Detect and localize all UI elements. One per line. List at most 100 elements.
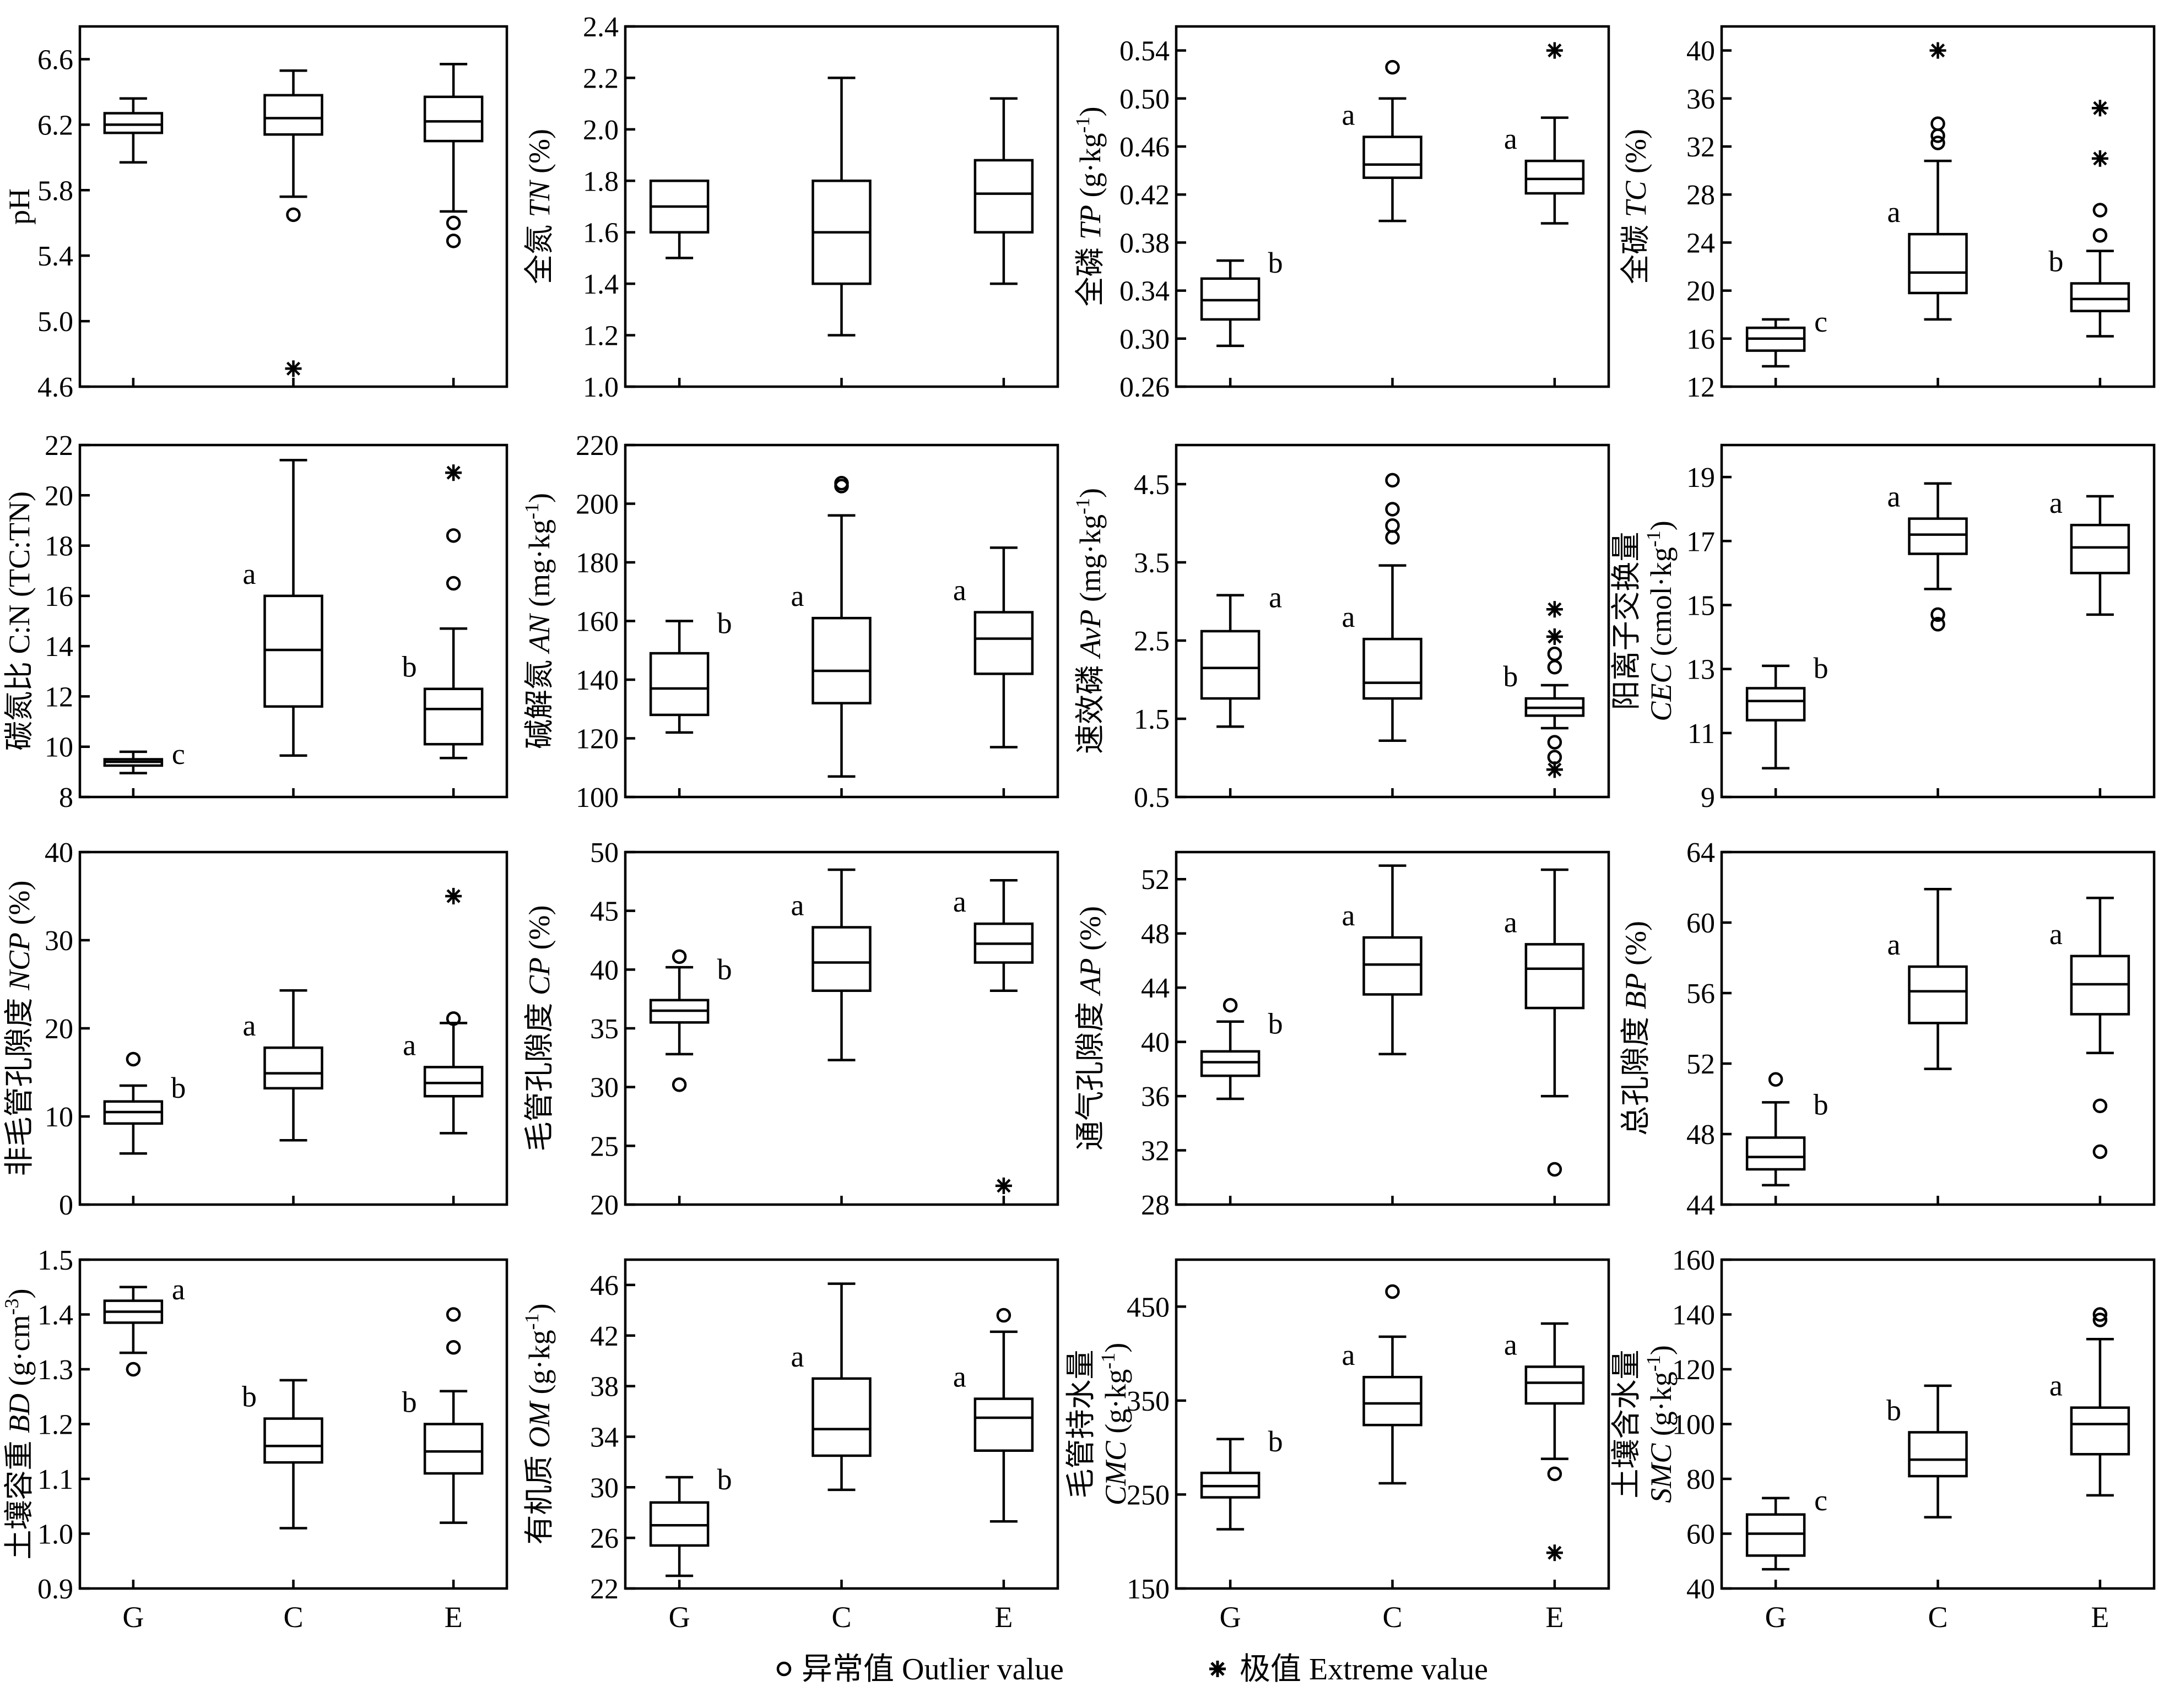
panel-CN: 8 10 12 14 16 18 20 22 碳氮比 C:N (TC:TN) c a b [3,430,509,814]
y-tick-label: 52 [1141,864,1170,896]
iqr-box [1908,1431,1968,1478]
iqr-box [649,652,710,717]
significance-letter: b [717,1463,732,1496]
iqr-box [1200,630,1261,700]
y-tick-label: 1.2 [37,1409,73,1441]
y-axis-title-line2: CEC (cmol·kg-1) [1642,520,1678,721]
y-tick-label: 12 [45,681,73,713]
y-tick-label: 19 [1686,462,1715,494]
y-tick-label: 120 [1672,1354,1715,1386]
x-tick-label: G [1220,1601,1241,1634]
panel-TN: 1.0 1.2 1.4 1.6 1.8 2.0 2.2 2.4 全氮 TN (%) [523,12,1059,403]
significance-letter: a [403,1028,416,1061]
y-tick-label: 28 [1686,180,1715,211]
y-tick-label: 0.9 [37,1574,73,1605]
outlier-point [1547,646,1562,661]
extreme-point [1546,601,1563,618]
box-C [263,1379,323,1530]
y-tick-label: 20 [45,1013,73,1045]
significance-letter: a [1342,600,1355,633]
panel-AN: 100 120 140 160 180 200 220 碱解氮 AN (mg·kg-1) b a a [521,430,1059,814]
y-tick-label: 44 [1141,973,1170,1004]
y-tick-label: 0.50 [1119,84,1170,115]
box-G [1200,259,1261,348]
outlier-point [446,576,461,591]
y-tick-label: 40 [1141,1027,1170,1059]
iqr-box [1362,637,1422,700]
significance-letter: a [953,885,966,918]
y-axis-title: 毛管孔隙度 CP (%) [523,905,556,1152]
y-tick-label: 2.4 [583,12,619,43]
y-tick-label: 100 [1672,1409,1715,1441]
box-E [973,546,1034,749]
x-tick-label: C [831,1601,851,1634]
iqr-box [1362,135,1422,179]
significance-letter: b [717,607,732,640]
significance-letter: a [791,889,804,922]
y-axis-title: 土壤含水量 [1610,1350,1643,1499]
outlier-point [996,1308,1011,1323]
box-C [812,77,872,337]
y-tick-label: 60 [1686,1519,1715,1550]
y-axis-title: 速效磷 AvP (mg·kg-1) [1072,488,1107,754]
outlier-point [672,1077,687,1092]
box-E [2070,1307,2130,1497]
iqr-box [103,112,164,134]
box-E [2070,495,2130,616]
significance-letter: c [1814,305,1827,338]
outlier-point [286,207,301,223]
iqr-box [1745,687,1806,722]
y-tick-label: 32 [1141,1136,1170,1167]
y-tick-label: 1.2 [583,321,619,352]
y-tick-label: 200 [576,489,619,520]
box-C [1908,887,1968,1070]
y-tick-label: 40 [45,837,73,869]
y-axis-title: 毛管持水量 [1064,1350,1097,1499]
x-tick-label: E [994,1601,1013,1634]
box-C [1908,1384,1968,1519]
outlier-point [1930,135,1945,150]
y-tick-label: 350 [1127,1386,1170,1417]
x-tick-label: G [669,1601,690,1634]
y-tick-label: 52 [1686,1049,1715,1080]
box-C [1362,1284,1422,1485]
box-E [973,97,1034,285]
y-tick-label: 12 [1686,372,1715,403]
box-E [2070,896,2130,1159]
outlier-point [1385,59,1400,75]
y-axis-title: 非毛管孔隙度 NCP (%) [3,881,36,1176]
y-tick-label: 22 [45,430,73,462]
box-G [649,1476,710,1577]
y-tick-label: 1.3 [37,1354,73,1386]
y-tick-label: 9 [1701,782,1715,814]
y-tick-label: 18 [45,531,73,562]
box-G [103,97,164,164]
panel-AP: 28 32 36 40 44 48 52 通气孔隙度 AP (%) b a a [1074,850,1610,1221]
outlier-legend-label: 异常值 Outlier value [802,1652,1064,1687]
x-tick-label: C [1928,1601,1948,1634]
y-axis-title: pH [3,188,36,225]
extreme-point [1546,42,1563,59]
significance-letter: b [242,1380,257,1413]
outlier-point [126,1362,141,1377]
iqr-box [1362,1375,1422,1427]
box-E [1524,1322,1585,1561]
iqr-box [973,159,1034,234]
y-tick-label: 0.54 [1119,36,1170,67]
box-C [263,459,323,757]
outlier-point [1768,1072,1783,1087]
box-C [1908,42,1968,321]
y-tick-label: 80 [1686,1464,1715,1495]
outlier-point [446,234,461,248]
panel-CMC: 150 250 350 450 G C E 毛管持水量 CMC (g·kg-1) b a a [1064,1258,1610,1634]
y-tick-label: 1.4 [37,1300,73,1331]
panel-OM: 22 26 30 34 38 42 46 G C E 有机质 OM (g·kg-1) b a a [521,1258,1059,1634]
outlier-point [2092,1307,2108,1322]
y-axis-title: 全碳 TC (%) [1619,129,1652,284]
significance-letter: a [2049,1369,2063,1402]
significance-letter: a [1887,480,1901,513]
outlier-point [1930,617,1945,632]
iqr-box [973,611,1034,675]
panel-SMC: 40 60 80 100 120 140 160 G C E 土壤含水量 SMC (g·kg-1) c b… [1610,1245,2156,1634]
